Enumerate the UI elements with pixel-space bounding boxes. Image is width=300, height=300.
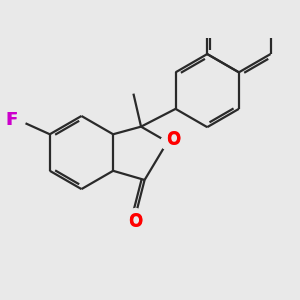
Text: O: O [128,212,142,230]
Text: F: F [5,111,17,129]
Text: O: O [167,131,181,149]
Text: O: O [167,130,181,148]
Text: O: O [128,213,142,231]
Text: F: F [6,111,17,129]
